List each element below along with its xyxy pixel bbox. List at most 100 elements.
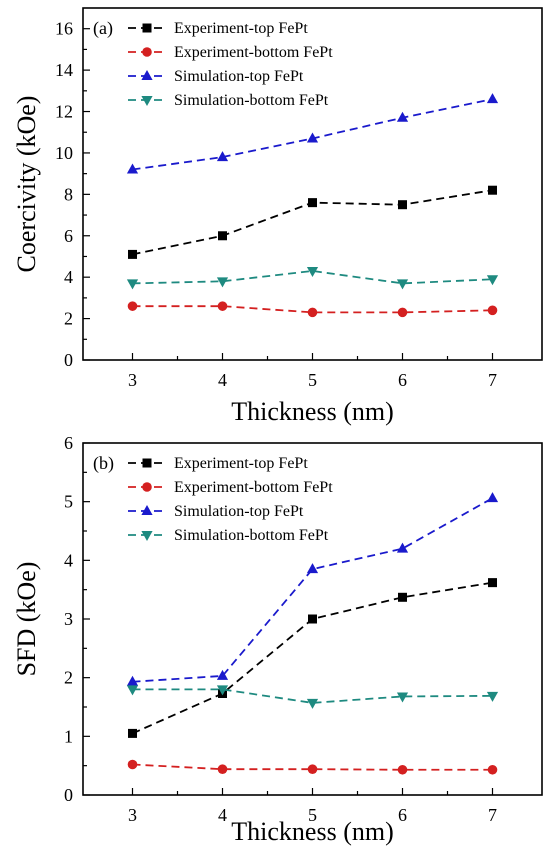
legend-entry: Experiment-top FePt	[128, 455, 308, 472]
y-tick-label: 10	[55, 143, 73, 163]
data-point	[307, 764, 318, 774]
series-line	[132, 688, 493, 704]
y-axis-title: SFD (kOe)	[12, 562, 41, 677]
data-point	[487, 764, 498, 775]
legend-marker	[141, 505, 153, 515]
legend: Experiment-top FePt Experiment-bottom FeP…	[128, 455, 333, 544]
data-point	[486, 691, 499, 702]
y-tick-label: 12	[55, 102, 73, 122]
data-point	[216, 685, 229, 696]
x-tick-label: 4	[218, 805, 227, 825]
y-tick-label: 3	[64, 609, 73, 629]
data-point	[306, 132, 319, 143]
data-point	[216, 151, 229, 162]
x-tick-label: 3	[128, 805, 137, 825]
data-point	[398, 592, 407, 602]
x-tick-label: 6	[398, 805, 407, 825]
panel-label: (b)	[93, 453, 114, 474]
legend-marker	[141, 531, 153, 541]
series-square	[128, 185, 497, 259]
series-triangle-down	[126, 685, 499, 709]
data-point	[217, 764, 228, 774]
data-point	[128, 249, 137, 259]
data-point	[486, 93, 499, 104]
data-point	[396, 111, 409, 122]
x-tick-label: 6	[398, 370, 407, 390]
data-point	[396, 279, 409, 290]
y-tick-label: 0	[64, 785, 73, 805]
x-tick-label: 5	[308, 370, 317, 390]
series-triangle-up	[126, 93, 499, 174]
legend-entry: Experiment-top FePt	[128, 20, 308, 37]
legend: Experiment-top FePt Experiment-bottom FeP…	[128, 20, 333, 109]
y-tick-label: 2	[64, 309, 73, 329]
data-point	[128, 728, 137, 738]
x-tick-label: 5	[308, 805, 317, 825]
data-point	[486, 492, 499, 503]
legend-label: Experiment-top FePt	[174, 455, 308, 472]
series-line	[132, 270, 493, 285]
series-triangle-up	[126, 492, 499, 686]
y-tick-label: 4	[64, 550, 73, 570]
data-point	[126, 163, 139, 174]
legend-entry: Experiment-bottom FePt	[128, 479, 333, 496]
legend-entry: Simulation-top FePt	[128, 503, 304, 520]
y-tick-label: 0	[64, 350, 73, 370]
data-point	[217, 301, 228, 311]
data-point	[397, 764, 408, 775]
series-circle	[127, 301, 498, 318]
x-axis-title: Thickness (nm)	[231, 817, 393, 846]
legend-entry: Simulation-top FePt	[128, 68, 304, 85]
data-point	[127, 759, 138, 770]
data-point	[308, 198, 317, 208]
legend-marker	[142, 482, 152, 492]
y-tick-label: 2	[64, 668, 73, 688]
legend-marker	[142, 47, 152, 57]
legend-entry: Simulation-bottom FePt	[128, 92, 329, 109]
x-tick-label: 3	[128, 370, 137, 390]
data-point	[216, 277, 229, 288]
data-point	[126, 685, 139, 696]
y-tick-label: 6	[64, 433, 73, 453]
data-point	[488, 185, 497, 195]
y-tick-label: 14	[55, 60, 73, 80]
series-triangle-down	[126, 266, 499, 290]
legend-marker	[141, 70, 153, 80]
series-square	[128, 578, 497, 738]
data-point	[396, 542, 409, 553]
series-line	[132, 581, 493, 735]
data-point	[486, 275, 499, 286]
data-point	[306, 563, 319, 574]
y-tick-label: 16	[55, 19, 73, 39]
data-point	[127, 301, 138, 311]
legend-label: Experiment-bottom FePt	[174, 44, 333, 61]
series-line	[132, 763, 493, 771]
y-axis-title: Coercivity (kOe)	[12, 96, 41, 273]
series-line	[132, 497, 493, 683]
data-point	[126, 675, 139, 686]
data-point	[396, 692, 409, 703]
legend-marker	[142, 458, 152, 468]
data-point	[487, 305, 498, 316]
x-tick-label: 4	[218, 370, 227, 390]
data-point	[218, 231, 227, 241]
x-tick-label: 7	[488, 805, 497, 825]
data-point	[488, 578, 497, 588]
legend-label: Simulation-bottom FePt	[174, 92, 329, 109]
series-line	[132, 305, 493, 314]
legend-marker	[142, 23, 152, 33]
y-tick-label: 1	[64, 726, 73, 746]
legend-label: Experiment-bottom FePt	[174, 479, 333, 496]
legend-marker	[141, 96, 153, 106]
legend-label: Experiment-top FePt	[174, 20, 308, 37]
x-axis-title: Thickness (nm)	[231, 397, 393, 426]
legend-label: Simulation-top FePt	[174, 503, 304, 520]
x-tick-label: 7	[488, 370, 497, 390]
y-tick-label: 6	[64, 226, 73, 246]
chart-panel-b: 0 1 2 3 4 5 6 3 4 5 6 7 Thickness (nm) SFD (kOe) (b) Ex…	[12, 433, 543, 846]
data-point	[308, 614, 317, 624]
legend-entry: Experiment-bottom FePt	[128, 44, 333, 61]
data-point	[126, 279, 139, 290]
y-tick-label: 5	[64, 492, 73, 512]
legend-entry: Simulation-bottom FePt	[128, 527, 329, 544]
